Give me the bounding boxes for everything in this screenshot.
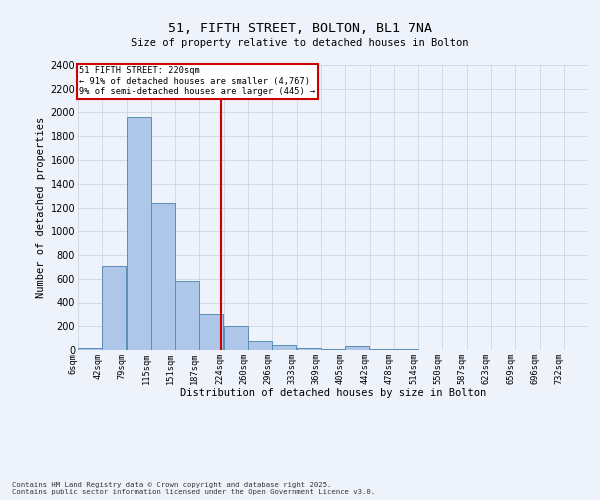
Y-axis label: Number of detached properties: Number of detached properties [37,117,46,298]
Text: 51, FIFTH STREET, BOLTON, BL1 7NA: 51, FIFTH STREET, BOLTON, BL1 7NA [168,22,432,36]
Bar [199,314,223,350]
Bar [175,281,199,350]
Bar [321,349,345,350]
Bar [272,344,296,350]
Text: 51 FIFTH STREET: 220sqm
← 91% of detached houses are smaller (4,767)
9% of semi-: 51 FIFTH STREET: 220sqm ← 91% of detache… [79,66,316,96]
X-axis label: Distribution of detached houses by size in Bolton: Distribution of detached houses by size … [180,388,486,398]
Bar [78,348,102,350]
Bar [151,203,175,350]
Bar [345,346,369,350]
Bar [102,266,126,350]
Bar [297,348,321,350]
Bar [370,349,394,350]
Bar [224,326,248,350]
Text: Size of property relative to detached houses in Bolton: Size of property relative to detached ho… [131,38,469,48]
Bar [248,340,272,350]
Text: Contains HM Land Registry data © Crown copyright and database right 2025.
Contai: Contains HM Land Registry data © Crown c… [12,482,375,495]
Bar [127,117,151,350]
